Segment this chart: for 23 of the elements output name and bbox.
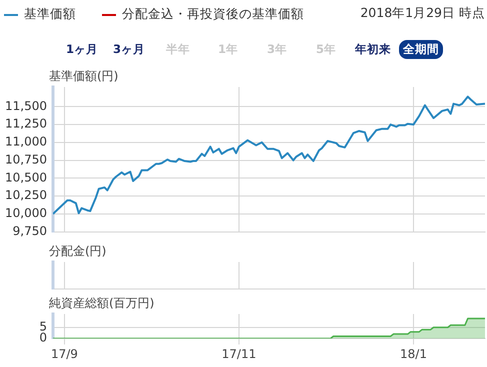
y-tick-label: 10,250: [5, 188, 47, 202]
y-axis-title: 基準価額(円): [49, 69, 118, 84]
text: 1ヶ月: [65, 41, 100, 58]
y-tick-label: 11,500: [5, 98, 47, 113]
y-tick-label: 0: [39, 330, 47, 345]
x-tick-label: 17/11: [222, 346, 256, 361]
x-tick-label: 17/9: [50, 346, 78, 361]
y-tick-label: 9,750: [12, 224, 47, 238]
y-tick-label: 11,250: [5, 116, 47, 131]
y-tick-label: 5: [39, 319, 47, 334]
text: 全期間: [399, 40, 443, 59]
text: 2018年1月29日 時点: [360, 5, 485, 22]
text: 3ヶ月: [112, 41, 146, 58]
y-tick-label: 11,000: [5, 134, 47, 149]
y-tick-label: 10,000: [5, 206, 47, 220]
text: 分配金(円): [49, 244, 106, 258]
legend-label: 分配金込・再投資後の基準価額: [121, 6, 304, 23]
y-axis-title: 純資産総額(百万円): [49, 296, 154, 310]
y-tick-label: 10,500: [5, 170, 47, 184]
legend-label: 基準価額: [23, 6, 76, 23]
x-tick-label: 18/1: [400, 346, 427, 361]
text: 年初来: [354, 41, 392, 58]
y-tick-label: 10,750: [5, 152, 47, 166]
